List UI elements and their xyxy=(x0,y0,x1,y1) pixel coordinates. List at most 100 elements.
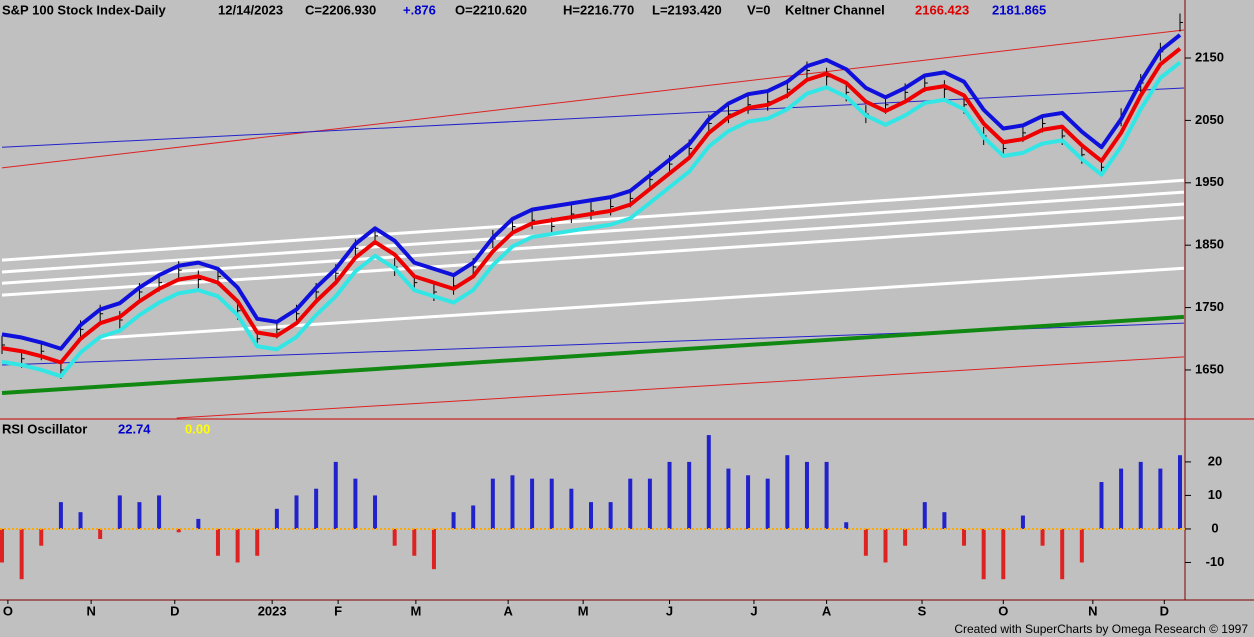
histogram-bar xyxy=(333,461,338,529)
y-tick-label: -10 xyxy=(1206,554,1225,569)
x-tick-label: A xyxy=(822,603,832,618)
histogram-bar xyxy=(804,461,809,529)
histogram-bar xyxy=(962,528,967,546)
histogram-bar xyxy=(137,502,142,529)
histogram-bar xyxy=(628,478,633,529)
histogram-bar xyxy=(863,528,868,556)
histogram-bar xyxy=(549,478,554,529)
price-bar xyxy=(1,336,5,355)
histogram-bar xyxy=(785,455,790,529)
price-bar xyxy=(119,311,123,330)
footer: Created with SuperCharts by Omega Resear… xyxy=(954,622,1248,636)
header-text: H=2216.770 xyxy=(563,2,634,17)
histogram-bar xyxy=(1099,482,1104,529)
histogram-bar xyxy=(235,528,240,563)
trendline xyxy=(1,87,1184,148)
header-text: Keltner Channel xyxy=(785,2,885,17)
trendline xyxy=(1,216,1185,297)
histogram-bar xyxy=(687,461,692,529)
histogram-bar xyxy=(117,495,122,529)
histogram-bar xyxy=(294,495,299,529)
header-text: 2166.423 xyxy=(915,2,969,17)
x-tick-label: J xyxy=(750,603,757,618)
histogram-bar xyxy=(746,475,751,529)
histogram-bar xyxy=(431,528,436,570)
price-bar xyxy=(747,95,752,114)
y-tick-label: 2050 xyxy=(1195,112,1224,127)
histogram-bar xyxy=(510,475,515,529)
histogram-bar xyxy=(490,478,495,529)
histogram-bar xyxy=(1158,468,1163,529)
histogram-bar xyxy=(1020,515,1025,529)
histogram-bar xyxy=(196,518,201,529)
histogram-bar xyxy=(608,502,613,529)
keltner-line xyxy=(1,33,1182,351)
y-tick-label: 1850 xyxy=(1195,237,1224,252)
header-text: L=2193.420 xyxy=(652,2,722,17)
histogram-bar xyxy=(176,528,181,533)
header-text: +.876 xyxy=(403,2,436,17)
header-text: 12/14/2023 xyxy=(218,2,283,17)
histogram-bar xyxy=(215,528,220,556)
x-tick-label: 2023 xyxy=(258,603,287,618)
trendline xyxy=(1,314,1185,396)
header-text: O=2210.620 xyxy=(455,2,527,17)
histogram-bar xyxy=(706,435,711,529)
histogram-bar xyxy=(412,528,417,556)
header-text: C=2206.930 xyxy=(305,2,376,17)
histogram-bar xyxy=(0,528,4,563)
histogram-bar xyxy=(255,528,260,556)
price-bar xyxy=(590,201,594,220)
keltner-line xyxy=(1,47,1182,365)
histogram-bar xyxy=(942,512,947,529)
header-text: V=0 xyxy=(747,2,771,17)
histogram-bar xyxy=(1060,528,1065,580)
y-tick-label: 10 xyxy=(1208,487,1222,502)
histogram-bar xyxy=(1040,528,1045,546)
trendline xyxy=(1,29,1184,169)
histogram-bar xyxy=(157,495,162,529)
y-tick-label: 20 xyxy=(1208,453,1222,468)
histogram-bar xyxy=(883,528,888,563)
x-tick-label: A xyxy=(503,603,513,618)
x-tick-label: D xyxy=(1160,603,1169,618)
price-bar xyxy=(570,204,575,223)
indicator-reading: 22.74 xyxy=(118,421,151,436)
x-tick-label: S xyxy=(918,603,927,618)
trendline xyxy=(1,202,1185,285)
x-tick-label: J xyxy=(666,603,673,618)
histogram-bar xyxy=(1119,468,1124,529)
price-bar xyxy=(197,270,202,289)
histogram-bar xyxy=(1178,455,1182,529)
histogram-bar xyxy=(58,502,63,529)
histogram-bar xyxy=(19,528,24,580)
x-tick-label: F xyxy=(334,603,342,618)
x-tick-label: N xyxy=(86,603,95,618)
histogram-bar xyxy=(981,528,986,580)
x-tick-label: N xyxy=(1088,603,1097,618)
histogram-bar xyxy=(844,522,849,529)
histogram-bar xyxy=(530,478,535,529)
keltner-line xyxy=(1,60,1182,379)
histogram-bar xyxy=(1001,528,1006,580)
x-tick-label: M xyxy=(578,603,589,618)
histogram-bar xyxy=(274,508,279,529)
trendline xyxy=(100,266,1185,340)
header-text: S&P 100 Stock Index-Daily xyxy=(2,2,167,17)
y-tick-label: 1650 xyxy=(1195,361,1224,376)
histogram-bar xyxy=(373,495,378,529)
y-tick-label: 0 xyxy=(1211,520,1218,535)
x-tick-label: O xyxy=(3,603,13,618)
y-tick-label: 1750 xyxy=(1195,299,1224,314)
x-tick-label: D xyxy=(170,603,179,618)
histogram-bar xyxy=(1138,461,1143,529)
histogram-bar xyxy=(451,512,456,529)
histogram-bar xyxy=(314,488,319,529)
y-tick-label: 1950 xyxy=(1195,174,1224,189)
trendline xyxy=(1,190,1185,274)
histogram-bar xyxy=(392,528,397,546)
y-tick-label: 2150 xyxy=(1195,49,1224,64)
trendline xyxy=(1,178,1185,262)
